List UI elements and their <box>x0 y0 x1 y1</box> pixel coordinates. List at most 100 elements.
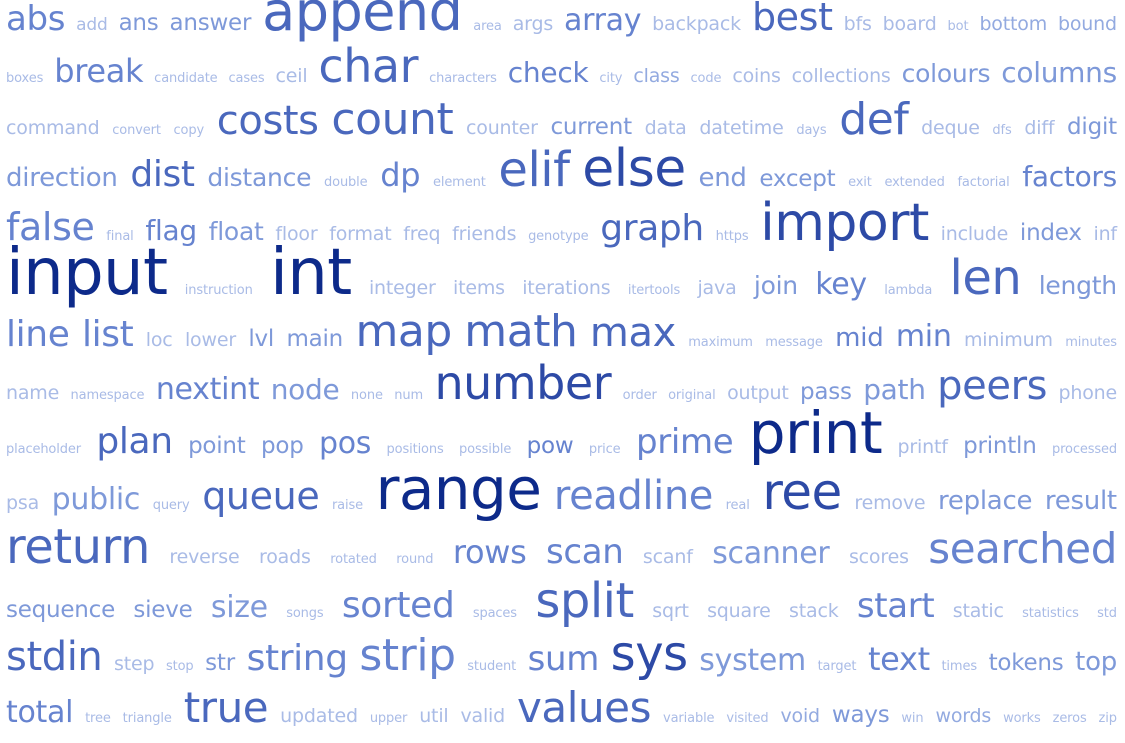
word-board: board <box>882 13 937 35</box>
word-coins: coins <box>732 65 781 87</box>
word-start: start <box>856 586 935 626</box>
word-integer: integer <box>368 277 436 299</box>
word-message: message <box>765 335 823 350</box>
word-main: main <box>286 326 344 352</box>
word-dist: dist <box>130 154 195 195</box>
word-namespace: namespace <box>70 388 145 403</box>
word-return: return <box>6 519 150 575</box>
word-costs: costs <box>216 98 319 144</box>
word-pos: pos <box>318 426 372 461</box>
word-characters: characters <box>429 71 497 86</box>
word-cloud-line: abs add ans answer append area args array backpa… <box>6 0 1117 39</box>
word-stdin: stdin <box>6 634 103 680</box>
word-inf: inf <box>1093 223 1117 245</box>
word-round: round <box>396 552 434 567</box>
word-https: https <box>715 229 749 244</box>
word-nextint: nextint <box>155 372 260 407</box>
word-str: str <box>205 650 235 676</box>
word-public: public <box>51 482 141 517</box>
word-columns: columns <box>1001 56 1117 89</box>
word-peers: peers <box>937 363 1048 409</box>
word-copy: copy <box>173 123 205 138</box>
word-void: void <box>780 705 820 727</box>
word-cloud-line: line list loc lower lvl main map math max maximum… <box>6 310 1117 354</box>
word-final: final <box>106 229 134 244</box>
word-import: import <box>760 193 929 253</box>
word-dp: dp <box>380 156 421 194</box>
word-valid: valid <box>460 705 506 727</box>
word-format: format <box>329 223 392 245</box>
word-args: args <box>512 13 554 35</box>
word-cloud-line: total tree triangle true updated upper util val… <box>6 687 1117 729</box>
word-double: double <box>324 175 368 190</box>
word-path: path <box>863 373 926 406</box>
word-triangle: triangle <box>122 711 172 726</box>
word-possible: possible <box>459 442 512 457</box>
word-original: original <box>668 388 716 403</box>
word-pass: pass <box>800 379 852 405</box>
word-float: float <box>208 217 264 246</box>
word-max: max <box>589 310 676 356</box>
word-collections: collections <box>791 65 891 87</box>
word-point: point <box>188 433 246 459</box>
word-updated: updated <box>280 705 358 727</box>
word-text: text <box>867 640 930 678</box>
word-dfs: dfs <box>992 123 1012 138</box>
word-check: check <box>507 56 589 89</box>
word-include: include <box>940 223 1009 245</box>
word-else: else <box>582 139 686 199</box>
word-city: city <box>599 71 623 86</box>
word-psa: psa <box>6 492 40 514</box>
word-char: char <box>318 39 419 93</box>
word-num: num <box>394 388 424 403</box>
word-end: end <box>698 163 747 193</box>
word-digit: digit <box>1067 114 1117 140</box>
word-factors: factors <box>1022 160 1117 193</box>
word-cloud-line: direction dist distance double dp element elif… <box>6 143 1117 195</box>
word-processed: processed <box>1051 442 1117 457</box>
word-std: std <box>1097 606 1117 621</box>
word-map: map <box>355 306 452 357</box>
word-reverse: reverse <box>169 546 240 568</box>
word-itertools: itertools <box>627 283 681 298</box>
word-graph: graph <box>600 208 704 249</box>
word-distance: distance <box>207 163 312 192</box>
word-count: count <box>331 94 454 145</box>
word-ans: ans <box>118 10 159 36</box>
word-bfs: bfs <box>843 13 872 35</box>
word-printf: printf <box>897 436 948 458</box>
word-cloud-line: name namespace nextint node none num number ord… <box>6 360 1117 406</box>
word-none: none <box>350 388 383 403</box>
word-boxes: boxes <box>6 71 44 86</box>
word-rows: rows <box>452 533 527 571</box>
word-roads: roads <box>259 546 311 568</box>
word-queue: queue <box>202 474 320 518</box>
word-readline: readline <box>553 473 713 519</box>
word-ree: ree <box>762 463 842 521</box>
word-prime: prime <box>635 422 734 462</box>
word-join: join <box>753 271 798 300</box>
word-static: static <box>952 600 1004 622</box>
word-iterations: iterations <box>522 277 611 299</box>
word-items: items <box>452 277 505 299</box>
word-ceil: ceil <box>275 65 308 87</box>
word-best: best <box>751 0 833 39</box>
word-deque: deque <box>921 117 980 139</box>
word-strip: strip <box>359 630 456 681</box>
word-array: array <box>564 3 642 38</box>
word-range: range <box>375 455 542 523</box>
word-command: command <box>6 117 100 139</box>
word-sequence: sequence <box>6 597 115 623</box>
word-sqrt: sqrt <box>652 600 689 622</box>
word-length: length <box>1038 271 1117 300</box>
word-split: split <box>535 573 634 629</box>
word-cases: cases <box>228 71 265 86</box>
word-words: words <box>935 705 992 727</box>
word-def: def <box>839 94 909 145</box>
word-abs: abs <box>6 0 66 39</box>
word-tree: tree <box>85 711 111 726</box>
word-util: util <box>419 705 449 727</box>
word-lambda: lambda <box>884 283 933 298</box>
word-datetime: datetime <box>699 117 784 139</box>
word-number: number <box>434 356 612 410</box>
